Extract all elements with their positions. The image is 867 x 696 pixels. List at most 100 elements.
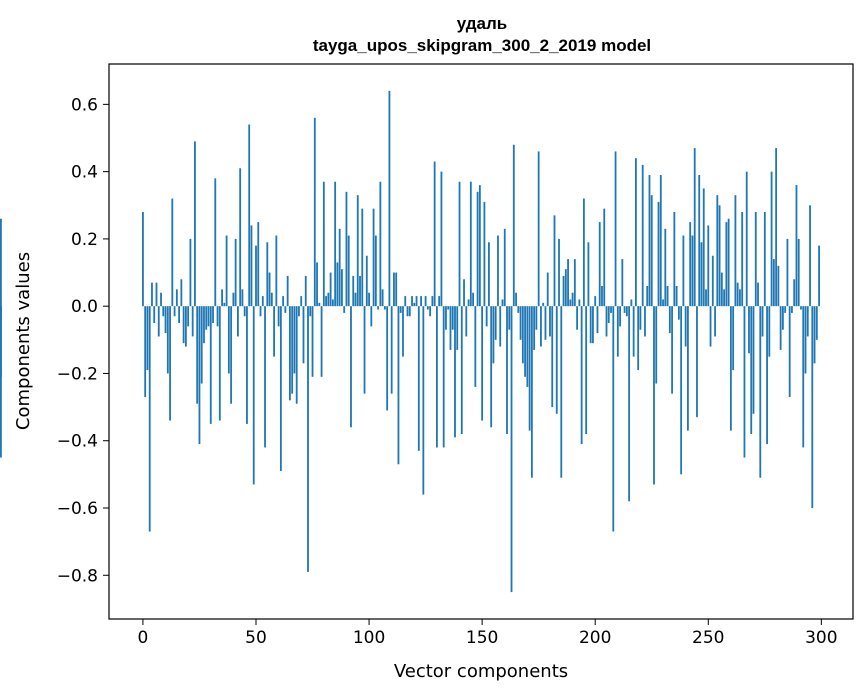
bar: [693, 148, 696, 307]
y-tick-label: 0.6: [71, 95, 98, 115]
bar: [436, 306, 438, 448]
bar: [476, 191, 479, 307]
bar: [304, 275, 307, 307]
bar: [567, 259, 569, 307]
bar: [302, 306, 305, 364]
bar: [592, 306, 594, 344]
x-tick-label: 150: [466, 628, 498, 648]
bar: [322, 181, 325, 307]
bar: [576, 306, 579, 330]
x-tick-label: 50: [245, 628, 267, 648]
bar: [709, 306, 712, 347]
bar: [243, 306, 246, 317]
bar: [569, 299, 572, 307]
bar: [227, 306, 230, 374]
bar: [343, 306, 346, 313]
bar: [671, 306, 673, 394]
bar: [616, 306, 619, 357]
bar: [718, 205, 721, 307]
bar: [775, 148, 778, 307]
bar: [562, 275, 565, 307]
bar: [422, 306, 425, 495]
bar: [402, 306, 404, 357]
bar: [377, 306, 380, 310]
bar: [689, 222, 692, 307]
bar: [501, 299, 504, 307]
bar: [162, 306, 165, 317]
bar: [650, 195, 653, 307]
bar: [788, 306, 791, 397]
bar: [429, 306, 432, 317]
bar: [494, 306, 497, 340]
bar: [157, 306, 160, 337]
bar: [725, 222, 728, 307]
bar: [748, 306, 750, 354]
bar: [519, 306, 522, 340]
bar: [433, 161, 436, 307]
bar: [279, 306, 282, 471]
bar: [420, 296, 422, 307]
bar: [528, 306, 531, 431]
bar: [449, 306, 452, 350]
bar: [793, 279, 796, 307]
bar: [655, 306, 658, 384]
bar: [248, 124, 251, 307]
bar: [720, 272, 723, 307]
bar: [200, 306, 203, 384]
bar: [0, 218, 2, 307]
x-tick-label: 300: [805, 628, 837, 648]
bar: [316, 262, 318, 307]
bar: [350, 306, 352, 428]
bar: [635, 158, 637, 307]
bar: [639, 306, 642, 330]
bar: [761, 306, 764, 337]
bar: [164, 306, 167, 334]
bar: [447, 306, 450, 310]
bar: [239, 168, 242, 307]
bar: [440, 171, 443, 307]
bar: [585, 306, 588, 434]
bar: [451, 306, 454, 330]
bar: [341, 269, 343, 307]
bar: [397, 306, 400, 465]
bar: [745, 171, 748, 307]
bar: [732, 306, 735, 371]
bar: [802, 306, 805, 448]
bar: [0, 306, 2, 458]
bar: [356, 195, 359, 307]
y-tick-label: 0.0: [71, 297, 98, 317]
bar: [223, 302, 226, 307]
bar: [485, 306, 488, 327]
bar: [497, 235, 499, 307]
bar: [558, 238, 560, 307]
bar: [786, 238, 789, 307]
bar: [716, 195, 719, 307]
bar: [469, 181, 472, 307]
bar: [641, 164, 644, 307]
bar: [173, 306, 176, 317]
bar: [417, 306, 420, 451]
bar: [298, 306, 300, 317]
bar: [175, 289, 178, 307]
y-axis-ticks: −0.8 −0.6 −0.4 −0.2 0.0 0.2 0.4 0.6: [57, 95, 109, 586]
bar: [714, 306, 716, 337]
bar: [517, 306, 520, 313]
bar: [359, 275, 361, 307]
bar: [160, 292, 162, 307]
bar: [800, 306, 802, 310]
bar: [264, 306, 266, 448]
bar: [632, 306, 635, 357]
bar: [241, 289, 244, 307]
x-tick-label: 100: [353, 628, 385, 648]
bar: [533, 306, 536, 350]
bar: [483, 201, 486, 307]
bar: [503, 228, 506, 307]
bar: [687, 306, 689, 431]
bar: [619, 306, 621, 327]
bar: [363, 306, 366, 394]
bar: [644, 306, 646, 337]
bar: [781, 306, 784, 330]
bar: [727, 218, 730, 307]
bar: [542, 302, 545, 307]
x-tick-label: 200: [579, 628, 611, 648]
